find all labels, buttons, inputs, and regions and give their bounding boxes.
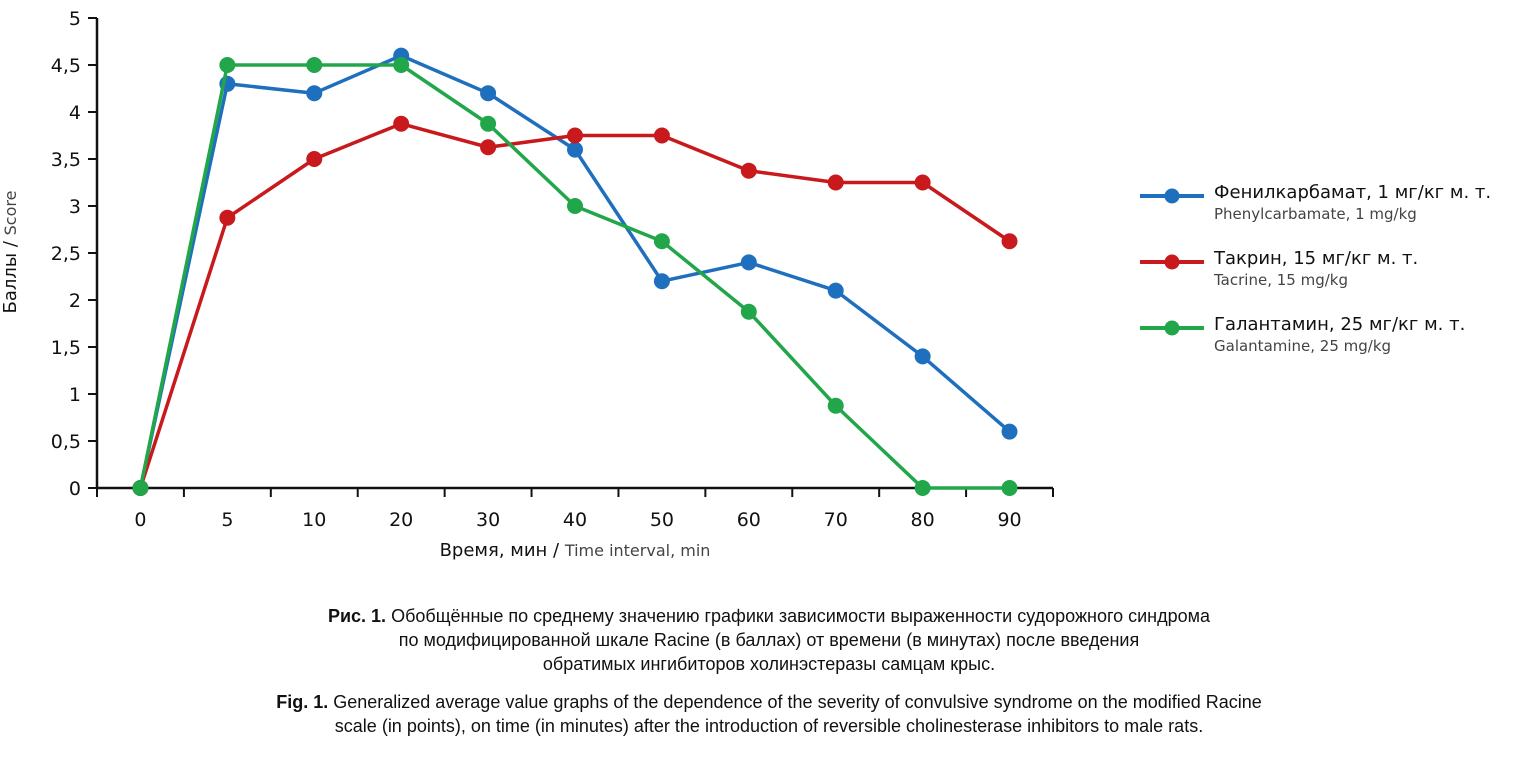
data-point — [1001, 423, 1018, 440]
y-tick-label: 2,5 — [51, 243, 81, 265]
caption-ru-line-1: Рис. 1. Обобщённые по среднему значению … — [0, 604, 1538, 628]
x-tick-label: 40 — [563, 509, 587, 531]
x-tick-label: 30 — [476, 509, 500, 531]
data-point — [914, 348, 931, 365]
x-tick-label: 50 — [650, 509, 674, 531]
data-point — [827, 397, 844, 414]
x-tick-label: 20 — [389, 509, 413, 531]
series-line — [138, 122, 1011, 489]
data-point — [740, 162, 757, 179]
data-point — [219, 57, 236, 73]
legend-label-en: Phenylcarbamate, 1 mg/kg — [1214, 205, 1417, 223]
y-tick-label: 1,5 — [51, 337, 81, 359]
data-point — [306, 57, 323, 73]
caption-en-line-2: scale (in points), on time (in minutes) … — [334, 716, 1204, 736]
figure-caption-en: Fig. 1. Generalized average value graphs… — [0, 690, 1538, 738]
caption-ru-line-3: обратимых ингибиторов холинэстеразы самц… — [542, 654, 996, 674]
data-point — [914, 174, 931, 191]
caption-en-label: Fig. 1. — [276, 692, 329, 712]
data-point — [219, 209, 236, 226]
x-tick-label: 80 — [911, 509, 935, 531]
data-point — [1001, 480, 1018, 496]
data-point — [827, 282, 844, 299]
caption-en-line-1: Fig. 1. Generalized average value graphs… — [0, 690, 1538, 714]
data-point — [567, 198, 583, 214]
series-2 — [132, 57, 1018, 496]
legend-swatch-phenylcarbamate — [1140, 188, 1204, 204]
legend-swatch-galantamine — [1140, 320, 1204, 336]
data-point — [393, 115, 410, 132]
data-point — [653, 273, 670, 290]
legend-label-en: Tacrine, 15 mg/kg — [1214, 271, 1348, 289]
x-tick-label: 5 — [221, 509, 233, 531]
caption-ru-text: Обобщённые по среднему значению графики … — [386, 606, 1211, 626]
data-point — [393, 57, 410, 73]
data-point — [567, 127, 583, 144]
data-point — [306, 151, 323, 167]
legend-label-en: Galantamine, 25 mg/kg — [1214, 337, 1392, 355]
data-point — [306, 85, 323, 102]
y-axis-title: Баллы / Score — [0, 191, 21, 314]
caption-ru-label: Рис. 1. — [327, 606, 387, 626]
figure-caption-ru: Рис. 1. Обобщённые по среднему значению … — [0, 604, 1538, 676]
data-point — [132, 480, 149, 496]
axes: 00,511,522,533,544,550 5 10 20 30 40 50 60 70 80 9… — [51, 8, 1054, 531]
y-tick-label: 3,5 — [51, 149, 81, 171]
series-1 — [132, 115, 1018, 496]
data-point — [740, 303, 757, 320]
data-point — [480, 115, 497, 132]
x-tick-label: 70 — [824, 509, 848, 531]
y-tick-label: 3 — [69, 196, 81, 218]
y-tick-label: 0 — [69, 478, 81, 500]
line-chart: 00,511,522,533,544,550 5 10 20 30 40 50 60 70 80 9… — [0, 8, 1054, 561]
legend-label: Такрин, 15 мг/кг м. т. — [1214, 248, 1419, 269]
data-point — [653, 233, 670, 250]
data-point — [567, 141, 583, 158]
caption-ru-line-2: по модифицированной шкале Racine (в балл… — [398, 630, 1140, 650]
data-point — [740, 254, 757, 271]
x-tick-label: 10 — [302, 509, 326, 531]
series-layer — [132, 47, 1018, 496]
x-axis-title: Время, мин / Time interval, min — [440, 540, 711, 561]
y-tick-label: 5 — [69, 8, 81, 30]
caption-en-text: Generalized average value graphs of the … — [328, 692, 1262, 712]
legend-swatch-tacrine — [1140, 254, 1204, 270]
data-point — [480, 139, 497, 156]
y-tick-label: 4,5 — [51, 55, 81, 77]
x-tick-label: 0 — [134, 509, 146, 531]
y-tick-label: 2 — [69, 290, 81, 312]
series-0 — [132, 47, 1018, 496]
data-point — [1001, 233, 1018, 250]
legend-label: Фенилкарбамат, 1 мг/кг м. т. — [1214, 182, 1492, 203]
y-tick-label: 0,5 — [51, 431, 81, 453]
x-tick-label: 90 — [997, 509, 1021, 531]
x-tick-label: 60 — [737, 509, 761, 531]
legend-label: Галантамин, 25 мг/кг м. т. — [1214, 314, 1466, 335]
series-line — [138, 53, 1011, 489]
data-point — [653, 127, 670, 144]
data-point — [914, 480, 931, 496]
data-point — [827, 174, 844, 191]
y-tick-label: 1 — [69, 384, 81, 406]
data-point — [480, 85, 497, 102]
y-tick-label: 4 — [69, 102, 81, 124]
